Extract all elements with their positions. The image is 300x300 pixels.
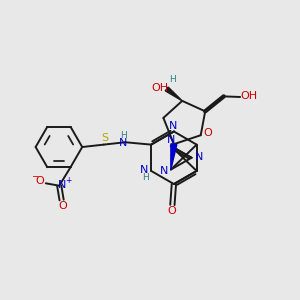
Text: OH: OH (152, 83, 169, 93)
Text: N: N (57, 179, 66, 190)
Text: O: O (35, 176, 44, 186)
Text: N: N (118, 138, 127, 148)
Text: N: N (167, 135, 175, 145)
Text: N: N (169, 121, 178, 131)
Text: +: + (66, 176, 72, 185)
Text: O: O (203, 128, 212, 138)
Text: N: N (140, 165, 148, 175)
Text: H: H (169, 76, 176, 85)
Text: −: − (31, 171, 38, 180)
Polygon shape (171, 144, 177, 169)
Text: N: N (160, 166, 169, 176)
Text: H: H (142, 173, 148, 182)
Text: N: N (195, 152, 203, 162)
Text: O: O (58, 201, 67, 211)
Text: OH: OH (240, 91, 257, 101)
Polygon shape (165, 87, 182, 101)
Text: O: O (167, 206, 176, 216)
Text: H: H (120, 131, 127, 140)
Text: S: S (101, 133, 108, 143)
